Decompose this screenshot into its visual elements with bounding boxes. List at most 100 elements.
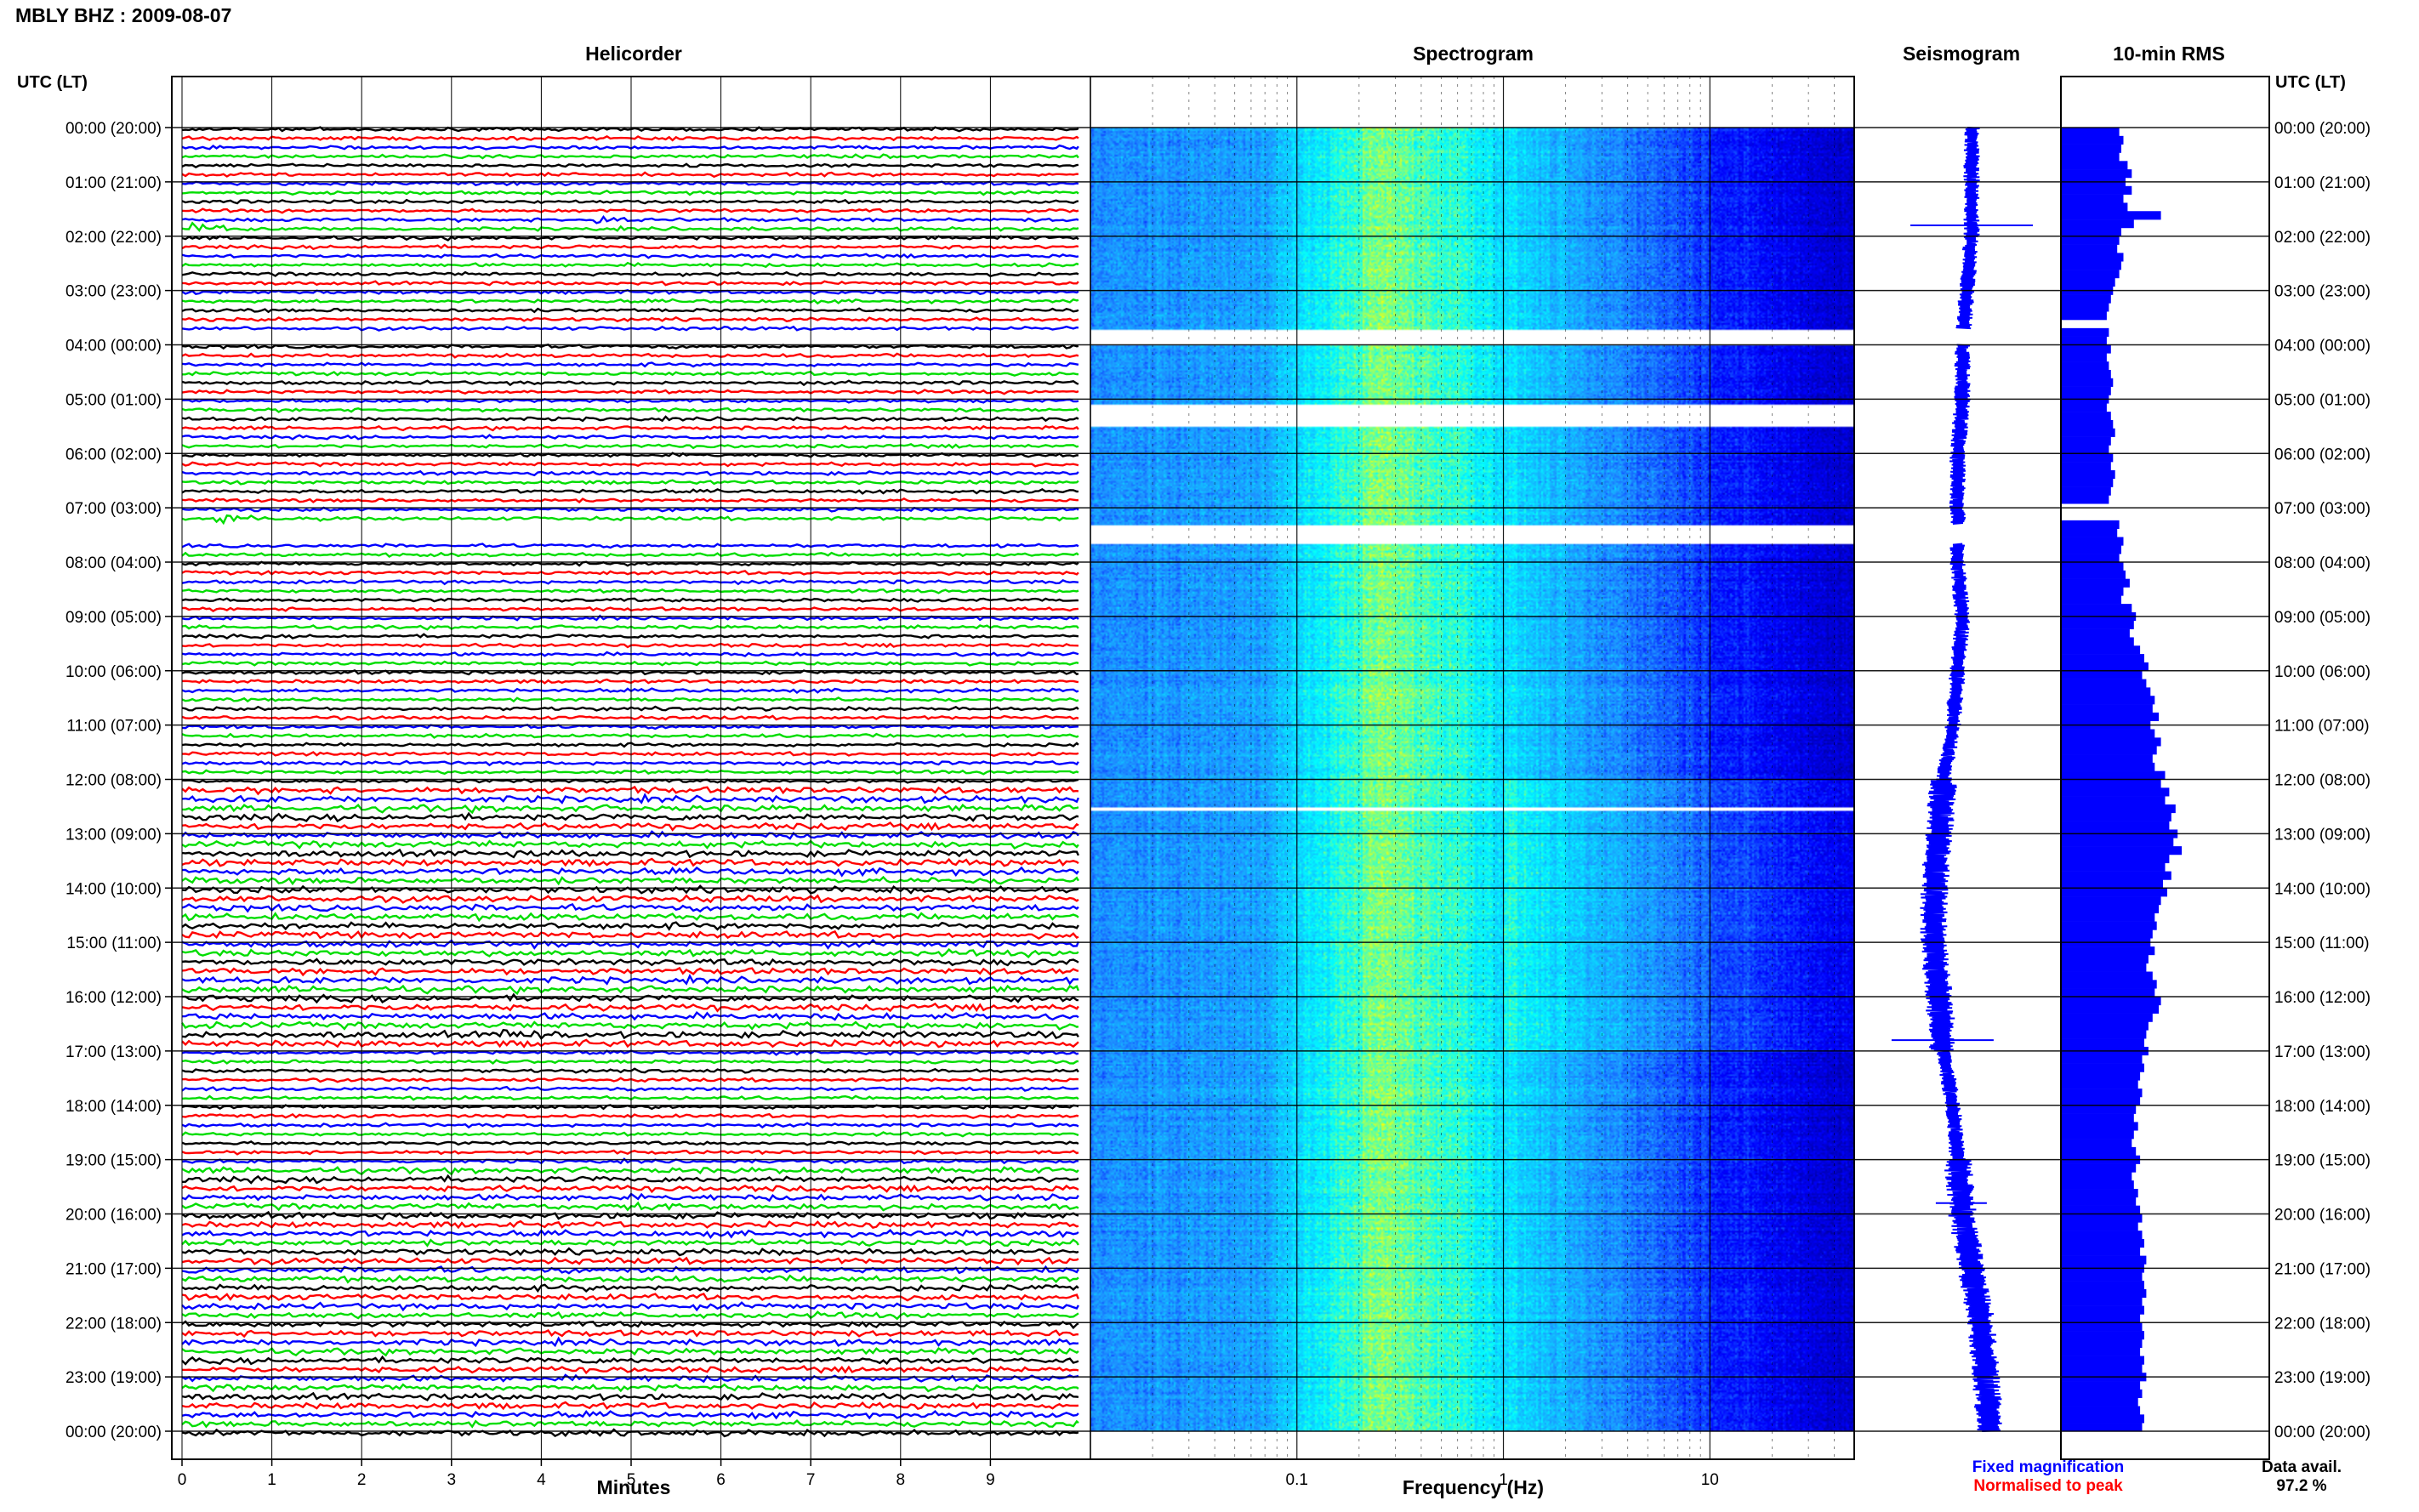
helicorder-trace (181, 785, 1079, 796)
left-axis-label: UTC (LT) (17, 73, 88, 92)
helicorder-trace (181, 315, 1079, 323)
rms-bar (2061, 838, 2174, 847)
rms-bar (2061, 620, 2134, 629)
rms-bar (2061, 1389, 2143, 1398)
helicorder-trace (181, 243, 1079, 251)
rms-bar (2061, 1146, 2137, 1157)
rms-bar (2061, 495, 2109, 504)
rms-bar (2061, 879, 2163, 889)
helicorder-trace (181, 793, 1079, 804)
rms-bar (2061, 1288, 2147, 1299)
rms-bar (2061, 486, 2111, 496)
helicorder-trace (181, 902, 1079, 913)
rms-bar (2061, 520, 2120, 529)
rms-bar (2061, 604, 2132, 613)
rms-bar (2061, 428, 2115, 437)
axes: 0 1 2 3 4 5 6 7 8 9 0.1 1 10 (165, 76, 2270, 1489)
rms-bar (2061, 161, 2128, 170)
rms-bar (2061, 1364, 2143, 1373)
rms-bar (2061, 1406, 2141, 1415)
main-frame (171, 76, 1855, 1460)
left-time-label: 02:00 (22:00) (65, 229, 162, 247)
helicorder-trace (181, 424, 1079, 432)
helicorder-trace (181, 624, 1079, 631)
helicorder-trace (181, 1256, 1079, 1266)
rms-bar (2061, 946, 2155, 956)
helicorder-trace (181, 370, 1079, 377)
rms-bar (2061, 152, 2120, 162)
rms-bar (2061, 1063, 2144, 1072)
right-time-label: 12:00 (08:00) (2274, 772, 2371, 790)
right-time-label: 00:00 (20:00) (2274, 120, 2371, 138)
rms-bar (2061, 403, 2107, 412)
helicorder-trace (181, 1391, 1079, 1401)
helicorder-trace (181, 207, 1079, 214)
helicorder-trace (181, 929, 1079, 940)
helicorder-trace (181, 1184, 1079, 1194)
helicorder-trace (181, 434, 1079, 441)
rms-bar (2061, 929, 2153, 939)
helicorder-trace (181, 759, 1079, 767)
rms-bars (2061, 128, 2183, 1432)
helicorder-trace (181, 570, 1079, 577)
helicorder-trace (181, 497, 1079, 503)
rms-bar (2061, 1339, 2143, 1349)
minute-tick-label: 9 (986, 1471, 995, 1489)
page-title: MBLY BHZ : 2009-08-07 (15, 4, 231, 26)
right-time-label: 11:00 (07:00) (2274, 718, 2370, 736)
helicorder-trace (181, 1149, 1079, 1156)
rms-bar (2061, 336, 2107, 345)
rms-bar (2061, 988, 2155, 998)
helicorder-trace (181, 189, 1079, 196)
helicorder-trace (181, 974, 1079, 986)
left-time-label: 13:00 (09:00) (65, 826, 162, 844)
rms-bar (2061, 821, 2170, 830)
right-time-labels: 00:00 (20:00) 01:00 (21:00) 02:00 (22:00) 0… (2274, 120, 2371, 1441)
rms-bar (2061, 846, 2183, 855)
helicorder-trace (181, 280, 1079, 287)
rms-bar (2061, 219, 2134, 229)
rms-title: 10-min RMS (2113, 43, 2225, 65)
rms-bar (2061, 662, 2149, 672)
rms-bar (2061, 804, 2176, 814)
helicorder-trace (181, 361, 1079, 368)
helicorder-trace (181, 551, 1079, 558)
minute-tick-label: 5 (627, 1471, 636, 1489)
rms-bar (2061, 570, 2126, 579)
helicorder-trace (181, 1174, 1079, 1185)
helicorder-trace (181, 1373, 1079, 1384)
rms-bar (2061, 854, 2170, 864)
helicorder-trace (181, 171, 1079, 179)
helicorder-trace (181, 135, 1079, 142)
helicorder-trace (181, 633, 1079, 640)
helicorder-trace (181, 298, 1079, 305)
helicorder-trace (181, 1002, 1079, 1013)
data-avail-value: 97.2 % (2276, 1477, 2326, 1495)
helicorder-trace (181, 144, 1079, 151)
rms-bar (2061, 1089, 2143, 1098)
rms-bar (2061, 1080, 2138, 1089)
helicorder-trace (181, 1365, 1079, 1375)
helicorder-trace (181, 678, 1079, 685)
rms-bar (2061, 1130, 2134, 1140)
helicorder-trace (181, 1077, 1079, 1083)
rms-bar (2061, 796, 2166, 805)
helicorder-trace (181, 307, 1079, 314)
left-time-label: 09:00 (05:00) (65, 609, 162, 627)
minute-tick-label: 6 (716, 1471, 726, 1489)
left-time-label: 12:00 (08:00) (65, 772, 162, 790)
helicorder-trace (181, 839, 1079, 850)
rms-bar (2061, 737, 2161, 747)
right-time-label: 04:00 (00:00) (2274, 338, 2371, 355)
rms-bar (2061, 754, 2153, 764)
rms-bar (2061, 888, 2167, 897)
frequency-tick-label: 1 (1499, 1471, 1508, 1489)
rms-bar (2061, 528, 2118, 537)
rms-bar (2061, 997, 2161, 1006)
helicorder-trace (181, 1401, 1079, 1411)
rms-bar (2061, 1113, 2134, 1123)
left-time-labels: 00:00 (20:00) 01:00 (21:00) 02:00 (22:00) 0… (65, 120, 162, 1441)
left-time-label: 16:00 (12:00) (65, 989, 162, 1007)
helicorder-trace (181, 830, 1079, 840)
left-time-label: 11:00 (07:00) (66, 718, 162, 736)
